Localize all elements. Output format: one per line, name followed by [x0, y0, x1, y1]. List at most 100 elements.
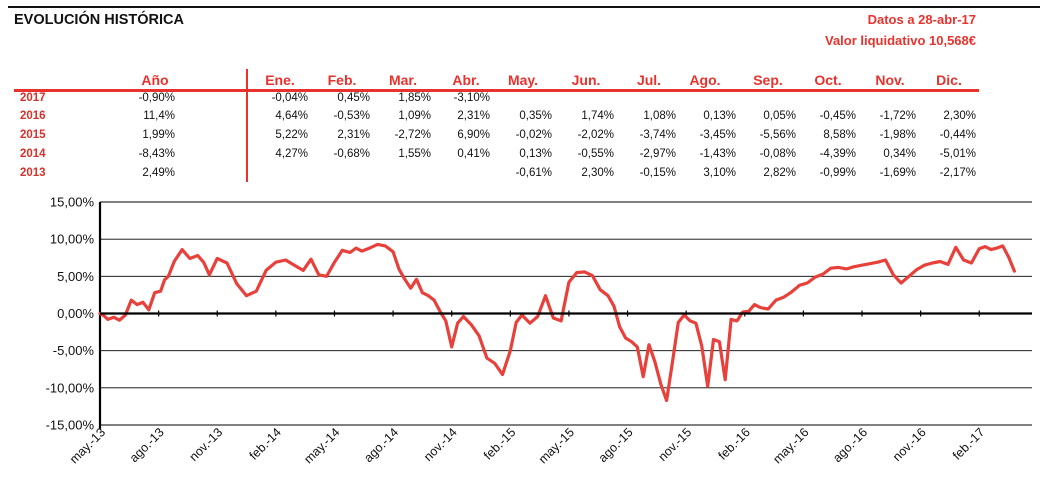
table-header: Ago.: [689, 72, 721, 88]
monthly-return-cell: 2,82%: [763, 167, 796, 179]
y-tick-label: 0,00%: [57, 306, 94, 321]
monthly-return-cell: 0,34%: [883, 148, 916, 160]
table-header: Año: [141, 72, 169, 88]
monthly-return-cell: 5,22%: [275, 129, 308, 141]
monthly-return-cell: -0,04%: [271, 92, 308, 104]
monthly-return-cell: -4,39%: [819, 148, 856, 160]
y-tick-label: -10,00%: [46, 380, 95, 395]
monthly-return-cell: -5,01%: [939, 148, 976, 160]
monthly-return-cell: -0,02%: [515, 129, 552, 141]
monthly-return-cell: 0,13%: [519, 148, 552, 160]
series-line: [98, 242, 1016, 403]
x-tick-label: nov.-13: [187, 425, 226, 464]
table-header: Dic.: [936, 72, 962, 88]
x-tick-label: may.-15: [536, 425, 577, 466]
monthly-return-cell: -2,97%: [639, 148, 676, 160]
monthly-return-cell: -1,98%: [879, 129, 916, 141]
monthly-return-cell: 1,08%: [643, 110, 676, 122]
monthly-return-cell: -0,45%: [819, 110, 856, 122]
table-header: Ene.: [265, 72, 295, 88]
x-tick-label: ago.-13: [127, 425, 167, 465]
annual-return-cell: -0,90%: [138, 92, 175, 104]
monthly-return-cell: -1,69%: [879, 167, 916, 179]
annual-return-cell: 2,49%: [142, 167, 175, 179]
row-year: 2016: [20, 110, 46, 122]
monthly-return-cell: 0,35%: [519, 110, 552, 122]
x-tick-label: feb.-16: [715, 425, 752, 462]
x-tick-label: ago.-14: [361, 425, 401, 465]
top-rule: [8, 6, 1040, 8]
table-header: Abr.: [452, 72, 480, 88]
monthly-return-cell: 2,31%: [337, 129, 370, 141]
annual-return-cell: 1,99%: [142, 129, 175, 141]
monthly-return-cell: -3,74%: [639, 129, 676, 141]
annual-return-cell: 11,4%: [143, 110, 175, 122]
table-header: Sep.: [753, 72, 783, 88]
monthly-return-cell: 0,45%: [337, 92, 370, 104]
monthly-return-cell: -3,45%: [699, 129, 736, 141]
y-tick-label: -15,00%: [46, 418, 95, 433]
monthly-return-cell: 8,58%: [823, 129, 856, 141]
monthly-return-cell: -0,68%: [333, 148, 370, 160]
x-tick-label: ago.-16: [830, 425, 870, 465]
monthly-return-cell: 1,09%: [398, 110, 431, 122]
monthly-return-cell: -0,44%: [939, 129, 976, 141]
monthly-return-cell: -0,99%: [819, 167, 856, 179]
x-tick-label: feb.-14: [247, 425, 284, 462]
monthly-return-cell: -0,15%: [639, 167, 676, 179]
table-header: Mar.: [388, 72, 417, 88]
monthly-return-cell: 1,74%: [581, 110, 614, 122]
x-tick-label: may.-16: [770, 425, 811, 466]
x-tick-label: nov.-16: [890, 425, 929, 464]
row-year: 2017: [20, 92, 46, 104]
monthly-return-cell: -3,10%: [453, 92, 490, 104]
monthly-return-cell: 0,13%: [703, 110, 736, 122]
annual-return-cell: -8,43%: [138, 148, 175, 160]
monthly-return-cell: -1,72%: [879, 110, 916, 122]
y-tick-label: 5,00%: [57, 269, 94, 284]
y-tick-label: -5,00%: [53, 343, 95, 358]
page-title: EVOLUCIÓN HISTÓRICA: [14, 12, 184, 28]
year-separator: [246, 69, 248, 182]
monthly-return-cell: 2,30%: [581, 167, 614, 179]
table-header: Nov.: [875, 72, 905, 88]
table-header: Oct.: [814, 72, 842, 88]
row-year: 2015: [20, 129, 46, 141]
monthly-return-cell: 4,27%: [275, 148, 308, 160]
x-tick-label: nov.-14: [421, 425, 460, 464]
monthly-return-cell: 0,05%: [763, 110, 796, 122]
x-tick-label: feb.-17: [950, 425, 987, 462]
y-tick-label: 10,00%: [50, 232, 95, 247]
performance-chart: -15,00% -10,00% -5,00% 0,00% 5,00% 10,00% 15,0…: [46, 195, 1032, 466]
x-tick-label: feb.-15: [481, 425, 518, 462]
row-year: 2014: [20, 148, 46, 160]
y-tick-label: 15,00%: [50, 195, 95, 210]
monthly-return-cell: -2,72%: [394, 129, 431, 141]
monthly-return-cell: -1,43%: [699, 148, 736, 160]
x-tick-label: nov.-15: [656, 425, 695, 464]
monthly-return-cell: 0,41%: [457, 148, 490, 160]
nav-value: Valor liquidativo 10,568€: [824, 33, 976, 48]
monthly-return-cell: 1,55%: [398, 148, 431, 160]
monthly-return-cell: -0,53%: [333, 110, 370, 122]
data-date: Datos a 28-abr-17: [867, 12, 976, 27]
table-header: Jun.: [571, 72, 601, 88]
monthly-return-cell: -0,55%: [577, 148, 614, 160]
row-year: 2013: [20, 167, 46, 179]
table-header: Feb.: [327, 72, 357, 88]
monthly-return-cell: 3,10%: [703, 167, 736, 179]
monthly-return-cell: -0,08%: [759, 148, 796, 160]
table-header: May.: [507, 72, 539, 88]
x-tick-label: ago.-15: [596, 425, 636, 465]
monthly-return-cell: -2,02%: [577, 129, 614, 141]
monthly-return-cell: 2,30%: [943, 110, 976, 122]
monthly-return-cell: -5,56%: [759, 129, 796, 141]
monthly-return-cell: 2,31%: [457, 110, 490, 122]
monthly-return-cell: 6,90%: [457, 129, 490, 141]
monthly-return-cell: -2,17%: [939, 167, 976, 179]
x-tick-label: may.-14: [301, 425, 342, 466]
monthly-return-cell: 1,85%: [398, 92, 431, 104]
table-header: Jul.: [636, 72, 662, 88]
monthly-return-cell: -0,61%: [515, 167, 552, 179]
monthly-return-cell: 4,64%: [275, 110, 308, 122]
